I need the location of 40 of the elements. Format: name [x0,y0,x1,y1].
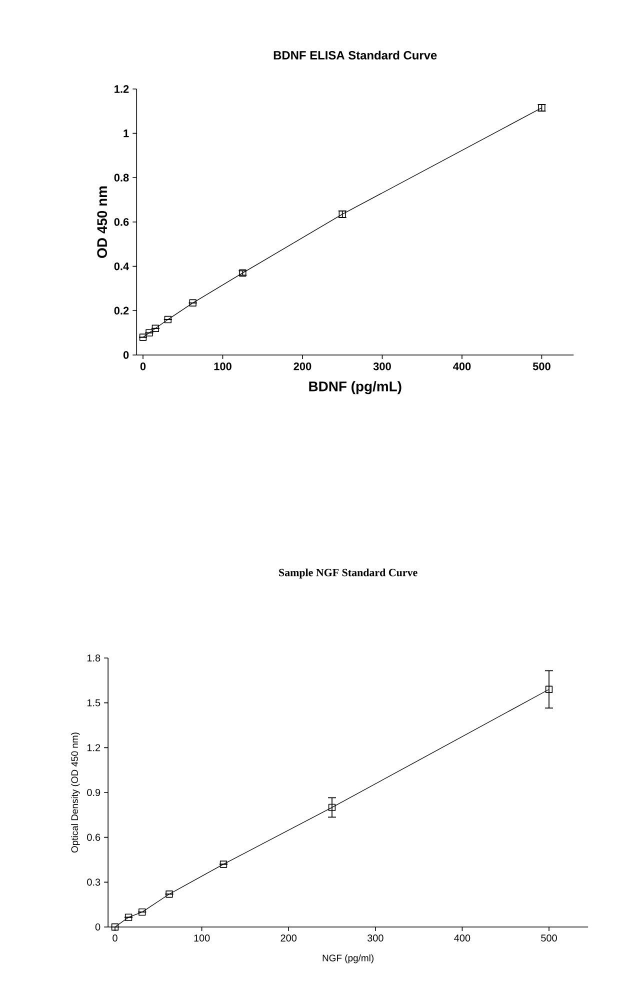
y-tick-label: 1 [124,130,129,138]
x-tick-label: 400 [453,362,471,370]
point [328,804,336,812]
y-tick-label: 0.9 [87,788,100,796]
x-tick-label: 200 [294,362,312,370]
y-tick-label: 1.5 [87,699,100,706]
x-tick-label: 400 [454,934,470,942]
y-tick-label: 0.6 [114,218,129,226]
point [164,316,172,324]
x-tick-label: 0 [140,362,146,370]
x-tick-label: 500 [541,934,557,942]
y-tick-label: 0.8 [114,174,129,182]
y-axis-title: Optical Density (OD 450 nm) [71,732,80,853]
y-tick-label: 0.3 [87,878,100,886]
point [124,914,132,921]
point [220,860,228,868]
x-axis-title: BDNF (pg/mL) [309,381,402,394]
y-tick-label: 0 [95,923,100,931]
y-tick-label: 1.2 [114,85,129,93]
y-axis-title: OD 450 nm [97,186,108,258]
y-tick-label: 0 [123,351,129,359]
x-tick-label: 300 [367,934,384,942]
x-tick-label: 200 [280,934,297,942]
x-tick-label: 500 [532,362,550,370]
point [138,908,146,916]
x-tick-label: 100 [214,362,232,370]
point [189,299,196,306]
point [111,923,119,931]
chart-title: BDNF ELISA Standard Curve [274,50,437,60]
x-tick-label: 100 [194,934,210,942]
y-tick-label: 0.4 [114,262,130,270]
y-tick-label: 1.2 [87,744,100,752]
y-tick-label: 1.8 [87,654,100,662]
point [166,890,173,898]
point [545,686,553,693]
chart-title: Sample NGF Standard Curve [279,568,418,578]
x-tick-label: 300 [373,362,391,370]
y-tick-label: 0.2 [114,306,129,315]
x-axis-title: NGF (pg/ml) [322,954,374,964]
y-tick-label: 0.6 [87,834,100,841]
